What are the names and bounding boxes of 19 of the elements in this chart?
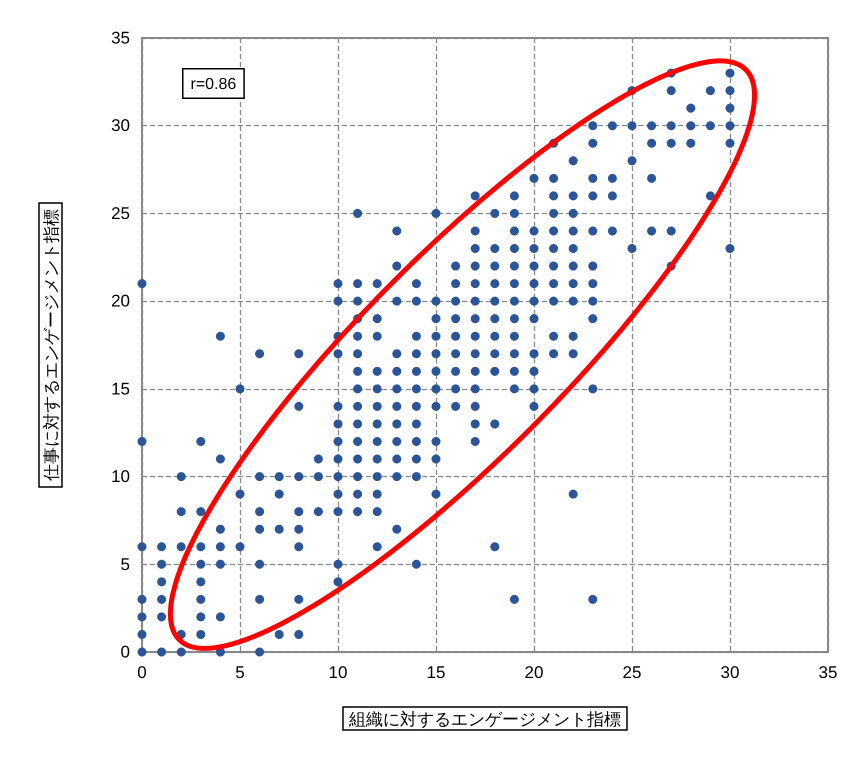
y-tick-label: 15 — [111, 379, 130, 398]
x-tick-label: 30 — [720, 663, 740, 682]
y-tick-label: 35 — [111, 28, 130, 48]
y-axis-title: 仕事に対するエンゲージメント指標 — [42, 209, 61, 482]
x-axis-title: 組織に対するエンゲージメント指標 — [348, 710, 621, 729]
y-tick-label: 20 — [111, 292, 130, 311]
y-tick-label: 25 — [111, 204, 130, 223]
x-tick-label: 0 — [137, 663, 147, 682]
y-tick-label: 30 — [111, 116, 130, 136]
x-tick-label: 10 — [328, 663, 348, 682]
annotation: r=0.86 — [190, 76, 236, 93]
y-tick-label: 0 — [120, 642, 130, 662]
x-tick-label: 25 — [622, 663, 642, 682]
x-tick-label: 20 — [524, 663, 544, 682]
x-tick-label: 35 — [818, 663, 838, 682]
y-tick-label: 5 — [120, 554, 130, 574]
x-tick-label: 5 — [235, 663, 245, 682]
y-tick-label: 10 — [111, 467, 130, 486]
x-tick-label: 15 — [426, 663, 446, 682]
